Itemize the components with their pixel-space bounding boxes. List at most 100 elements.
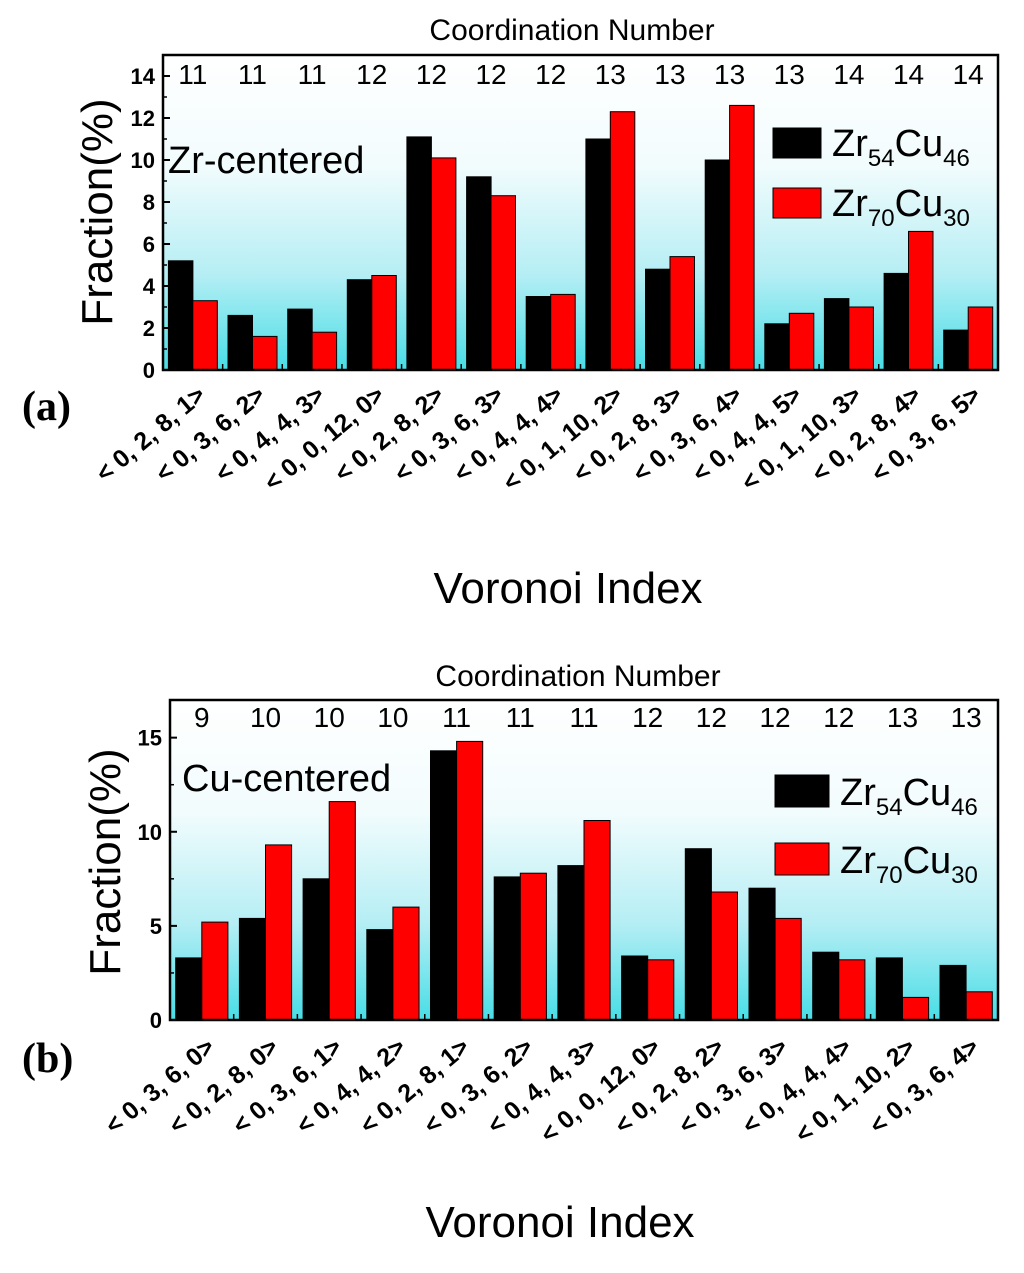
bar-zr54cu46-5 (466, 176, 492, 371)
ytick-label: 10 (131, 148, 155, 173)
legend-swatch (774, 842, 830, 876)
bar-zr70cu30-8 (710, 891, 739, 1021)
bar-zr54cu46-6 (525, 296, 552, 371)
coordination-number: 12 (696, 702, 727, 733)
coordination-number: 12 (759, 702, 790, 733)
ytick-label: 0 (143, 358, 155, 383)
legend-entry: Zr54Cu46 (832, 123, 970, 172)
ytick-label: 2 (143, 316, 155, 341)
bar-zr54cu46-2 (287, 308, 313, 371)
bar-zr54cu46-13 (943, 329, 969, 371)
bar-zr54cu46-7 (621, 955, 649, 1021)
legend-entry: Zr70Cu30 (832, 183, 970, 232)
ytick-label: 0 (150, 1008, 162, 1033)
bar-zr70cu30-10 (838, 959, 866, 1021)
coordination-number: 13 (774, 59, 805, 90)
ytick-label: 5 (150, 914, 162, 939)
bar-zr54cu46-1 (238, 917, 266, 1021)
bar-zr54cu46-0 (167, 260, 194, 371)
y-axis-label: Fraction(%) (81, 748, 130, 975)
bar-zr70cu30-9 (774, 917, 802, 1021)
chart-panel-b: 0 5 10 15 Coordination Number 9 10 10 10 11 11 11 12… (22, 660, 1000, 1247)
ytick-label: 15 (138, 726, 162, 751)
bar-zr54cu46-12 (939, 964, 967, 1021)
top-axis-title: Coordination Number (435, 660, 720, 693)
bar-zr70cu30-6 (550, 293, 576, 371)
bar-zr54cu46-11 (875, 957, 903, 1021)
bar-zr54cu46-8 (684, 848, 712, 1021)
coordination-number: 14 (953, 59, 984, 90)
coordination-number: 12 (416, 59, 447, 90)
coordination-number: 13 (951, 702, 982, 733)
bar-zr54cu46-6 (557, 865, 585, 1021)
ytick-label: 6 (143, 232, 155, 257)
panel-label: (b) (22, 1036, 73, 1082)
bar-zr70cu30-7 (609, 111, 636, 371)
bar-zr54cu46-4 (430, 750, 458, 1021)
coordination-number: 10 (250, 702, 281, 733)
bar-zr54cu46-10 (764, 323, 790, 371)
bar-zr54cu46-1 (227, 314, 253, 371)
bar-zr54cu46-7 (585, 138, 611, 371)
coordination-number: 12 (632, 702, 663, 733)
coordination-number: 14 (833, 59, 864, 90)
coordination-number: 11 (238, 59, 267, 90)
legend-swatch (774, 774, 830, 808)
bar-zr54cu46-8 (645, 268, 671, 371)
coordination-number: 13 (654, 59, 685, 90)
bar-zr70cu30-1 (265, 844, 293, 1021)
coordination-number: 11 (506, 702, 535, 733)
bar-zr54cu46-5 (493, 876, 521, 1021)
top-axis-title: Coordination Number (429, 14, 714, 47)
bar-zr54cu46-4 (406, 136, 432, 371)
panel-label: (a) (22, 384, 71, 430)
coordination-number: 10 (314, 702, 345, 733)
coordination-number: 11 (298, 59, 327, 90)
coordination-number: 12 (475, 59, 506, 90)
bar-zr70cu30-5 (519, 872, 547, 1021)
legend-entry: Zr70Cu30 (840, 840, 978, 889)
center-label: Zr-centered (168, 140, 364, 182)
ytick-label: 10 (138, 820, 162, 845)
bar-zr54cu46-3 (366, 929, 394, 1021)
bar-zr70cu30-12 (908, 230, 934, 371)
bar-zr70cu30-1 (252, 335, 278, 371)
bar-zr70cu30-5 (490, 195, 516, 371)
ytick-label: 14 (131, 64, 156, 89)
center-label: Cu-centered (182, 758, 391, 800)
coordination-number: 10 (377, 702, 408, 733)
bar-zr70cu30-2 (328, 801, 356, 1021)
bar-zr70cu30-8 (669, 256, 695, 371)
y-axis-label: Fraction(%) (73, 98, 122, 325)
ytick-label: 8 (143, 190, 155, 215)
bar-zr54cu46-0 (175, 957, 203, 1021)
bar-zr54cu46-11 (823, 298, 850, 371)
bar-zr54cu46-9 (748, 887, 776, 1021)
legend-entry: Zr54Cu46 (840, 772, 978, 821)
bar-zr54cu46-12 (883, 272, 910, 371)
bar-zr70cu30-3 (392, 906, 420, 1021)
coordination-number: 9 (194, 702, 210, 733)
coordination-number: 11 (178, 59, 207, 90)
bar-zr70cu30-11 (902, 996, 930, 1021)
coordination-number: 12 (356, 59, 387, 90)
chart-panel-a: 0 2 4 6 8 10 12 14 Coordination Number 11 11 11 12 12… (22, 14, 1000, 613)
coordination-number: 11 (442, 702, 471, 733)
plot-frame (168, 698, 1000, 1022)
coordination-number: 13 (595, 59, 626, 90)
ytick-label: 4 (143, 274, 156, 299)
bar-zr70cu30-4 (456, 740, 484, 1021)
coordination-number: 12 (535, 59, 566, 90)
bar-zr54cu46-9 (704, 159, 731, 371)
x-axis-label: Voronoi Index (433, 564, 702, 613)
bar-zr54cu46-2 (302, 878, 330, 1021)
bar-zr70cu30-9 (729, 104, 755, 371)
coordination-number: 13 (887, 702, 918, 733)
coordination-number: 14 (893, 59, 924, 90)
bar-zr54cu46-10 (812, 951, 840, 1021)
legend-swatch (772, 187, 822, 219)
bar-zr70cu30-0 (192, 300, 218, 371)
ytick-label: 12 (131, 106, 155, 131)
coordination-number: 11 (569, 702, 598, 733)
